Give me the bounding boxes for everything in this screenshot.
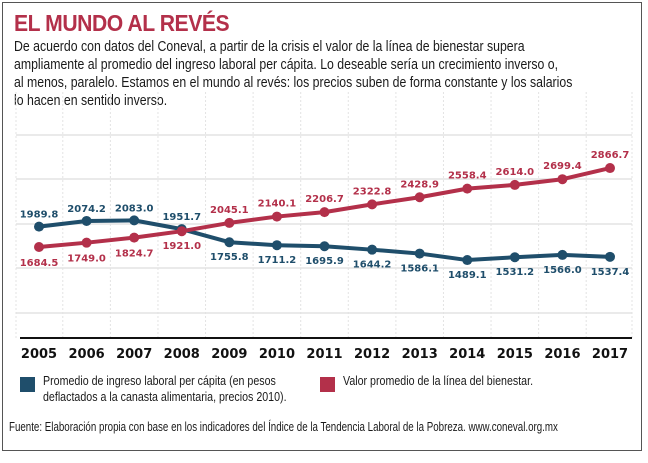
x-tick-label: 2005 (21, 347, 57, 362)
data-label: 1644.2 (353, 260, 392, 271)
data-point (414, 192, 425, 203)
data-label: 1951.7 (162, 212, 201, 223)
x-tick-label: 2008 (164, 347, 200, 362)
data-label: 2614.0 (496, 167, 535, 178)
data-point (557, 249, 568, 260)
data-label: 2045.1 (210, 205, 249, 216)
data-label: 2558.4 (448, 171, 487, 182)
data-point (129, 215, 140, 226)
x-tick-label: 2013 (402, 347, 438, 362)
data-label: 2140.1 (258, 199, 297, 210)
x-tick-label: 2014 (449, 347, 485, 362)
data-point (34, 221, 44, 232)
legend-item-income: Promedio de ingreso laboral per cápita (… (20, 373, 340, 405)
data-label: 1695.9 (305, 256, 344, 267)
data-label: 1566.0 (543, 265, 582, 276)
data-point (367, 199, 378, 210)
data-label: 1749.0 (67, 254, 106, 265)
x-tick-label: 2009 (211, 347, 247, 362)
data-point (557, 174, 568, 185)
data-point (509, 179, 520, 190)
x-tick-label: 2007 (116, 347, 152, 362)
data-point (414, 248, 425, 259)
legend-item-welfare: Valor promedio de la línea del bienestar… (320, 373, 575, 392)
data-label: 2428.9 (400, 179, 439, 190)
data-point (271, 211, 282, 222)
data-point (224, 217, 235, 228)
data-point (462, 255, 473, 266)
data-point (319, 207, 330, 218)
data-label: 2866.7 (591, 150, 630, 161)
data-point (34, 241, 44, 252)
legend-label: Valor promedio de la línea del bienestar… (343, 373, 534, 388)
x-tick-label: 2012 (354, 347, 390, 362)
intro-line: lo hacen en sentido inverso. (14, 93, 168, 109)
data-point (367, 244, 378, 255)
legend-swatch-income (20, 377, 35, 392)
series-income: 1989.8 2074.2 2083.0 1951.7 1755.8 1711.2 1695… (20, 203, 630, 281)
series-welfare: 1684.5 1749.0 1824.7 1921.0 2045.1 2140.1 2206… (20, 150, 630, 269)
x-tick-label: 2015 (497, 347, 533, 362)
data-label: 1989.8 (20, 210, 59, 221)
data-point (605, 163, 615, 174)
chart-frame (2, 2, 642, 451)
data-label: 2206.7 (305, 194, 344, 205)
data-point (176, 226, 187, 237)
intro-line: ampliamente al promedio del ingreso labo… (14, 57, 559, 73)
x-tick-label: 2010 (259, 347, 295, 362)
data-label: 1531.2 (496, 267, 535, 278)
intro-paragraph: De acuerdo con datos del Coneval, a part… (14, 38, 616, 110)
data-point (605, 251, 615, 262)
data-point (129, 232, 140, 243)
x-tick-label: 2017 (592, 347, 628, 362)
x-tick-label: 2006 (68, 347, 104, 362)
data-point (81, 237, 92, 248)
chart-title: EL MUNDO AL REVÉS (14, 10, 230, 36)
data-label: 1537.4 (591, 267, 630, 278)
data-point (271, 240, 282, 251)
data-label: 2074.2 (67, 204, 106, 215)
intro-line: De acuerdo con datos del Coneval, a part… (14, 39, 525, 55)
series-group: 1989.8 2074.2 2083.0 1951.7 1755.8 1711.2 1695… (20, 150, 630, 281)
intro-line: al menos, paralelo. Estamos en el mundo … (14, 75, 573, 91)
data-label: 2699.4 (543, 161, 582, 172)
x-tick-label: 2016 (544, 347, 580, 362)
x-tick-labels: 2005 2006 2007 2008 2009 2010 2011 2012 2013 2014… (21, 347, 628, 362)
data-label: 1586.1 (400, 264, 439, 275)
data-label: 1684.5 (20, 258, 59, 269)
data-label: 2322.8 (353, 186, 392, 197)
legend-swatch-welfare (320, 377, 335, 392)
source-note: Fuente: Elaboración propia con base en l… (9, 420, 558, 434)
data-point (509, 252, 520, 263)
data-point (319, 241, 330, 252)
data-label: 1711.2 (258, 255, 297, 266)
data-label: 1824.7 (115, 249, 154, 260)
gridlines (15, 92, 633, 338)
data-label: 1755.8 (210, 252, 249, 263)
x-tick-label: 2011 (306, 347, 342, 362)
data-label: 1489.1 (448, 270, 487, 281)
legend-label: deflactados a la canasta alimentaria, pr… (43, 389, 287, 404)
data-point (224, 237, 235, 248)
data-label: 1921.0 (162, 241, 201, 252)
data-label: 2083.0 (115, 203, 154, 214)
data-point (81, 215, 92, 226)
legend-label: Promedio de ingreso laboral per cápita (… (43, 373, 276, 388)
data-point (462, 183, 473, 194)
